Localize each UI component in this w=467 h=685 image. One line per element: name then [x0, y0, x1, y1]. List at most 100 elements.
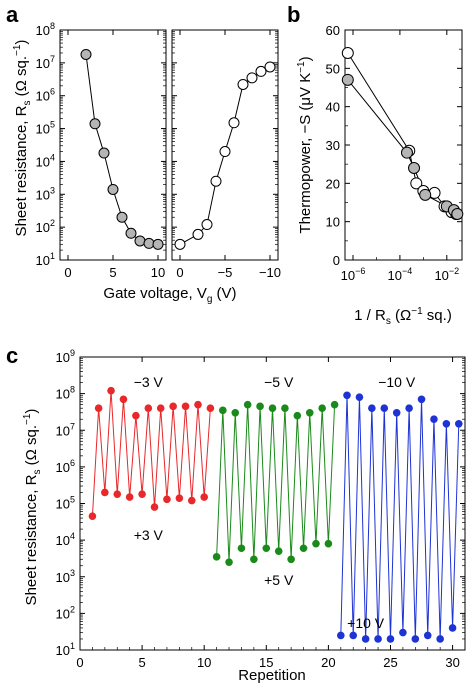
panel-a-data-point	[228, 117, 240, 129]
panel-c-data-point	[330, 400, 339, 409]
panel-a-y-axis-label: Sheet resistance, Rs (Ω sq.−1)	[12, 40, 33, 237]
panel-a-x-tick-label: −5	[218, 265, 233, 280]
panel-c-y-tick-label: 103	[56, 568, 75, 585]
panel-a-data-point	[125, 227, 137, 239]
panel-c-data-point	[187, 496, 196, 505]
panel-c-data-point	[243, 400, 252, 409]
panel-a-data-point	[219, 146, 231, 158]
panel-c-data-point	[175, 494, 184, 502]
panel-a-y-tick-label: 103	[36, 185, 55, 202]
panel-b-y-axis-label: Thermopower, −S (μV K−1)	[296, 56, 314, 233]
panel-a-data-point	[98, 147, 110, 159]
panel-c-data-point	[374, 635, 382, 643]
panel-a-data-point	[134, 235, 146, 247]
panel-c-x-tick-label: 15	[259, 655, 273, 670]
panel-a-series-line	[179, 66, 271, 245]
panel-a-y-ticks: 101 102 103 104 105 106 107 108	[36, 21, 55, 268]
panel-b-y-tick-label: 20	[326, 176, 340, 191]
panel-c-y-tick-label: 107	[56, 421, 75, 438]
panel-b-y-tick-label: 30	[326, 138, 340, 153]
panel-c-data-point	[442, 420, 451, 428]
panel-c-series-line	[340, 395, 460, 639]
panel-b-data-point	[419, 188, 432, 201]
panel-b-series-line	[347, 52, 457, 215]
panel-a-data-point	[255, 65, 267, 77]
panel-c: c Sheet resistance, Rs (Ω sq.−1) 101 102 1…	[6, 343, 466, 684]
panel-c-data-point	[274, 547, 283, 555]
panel-c-data-point	[219, 406, 227, 415]
panel-a: a Sheet resistance, Rs (Ω sq.−1) 1011021…	[6, 2, 281, 305]
panel-c-data-point	[430, 415, 438, 424]
panel-c-data-point	[436, 635, 444, 643]
panel-c-data-point	[349, 631, 358, 640]
panel-c-data-point	[392, 408, 401, 417]
panel-c-frame	[79, 356, 466, 651]
panel-a-data-point	[116, 211, 128, 223]
panel-c-data-point	[200, 493, 208, 501]
panel-c-y-tick-label: 108	[56, 385, 75, 402]
panel-c-y-tick-label: 104	[56, 531, 75, 548]
panel-c-data-point	[88, 512, 97, 521]
panel-c-x-tick-label: 30	[445, 655, 459, 670]
panel-b-x-tick-label: 10−4	[388, 266, 413, 283]
panel-c-x-tick-label: 10	[197, 655, 211, 670]
panel-c-x-tick-label: 25	[383, 655, 397, 670]
panel-c-data-point	[125, 493, 134, 501]
panel-a-data-point	[210, 175, 222, 187]
panel-a-y-tick-label: 107	[36, 54, 55, 71]
panel-a-x-tick-label: 0	[64, 265, 71, 280]
panel-a-y-tick-label: 101	[36, 251, 55, 268]
panel-c-data-point	[423, 631, 432, 640]
panel-a-subplot-right: 0 −5 −10	[171, 29, 281, 280]
panel-c-data-point	[113, 490, 122, 498]
panel-c-y-axis-label: Sheet resistance, Rs (Ω sq.−1)	[22, 409, 43, 606]
panel-c-data-point	[305, 408, 314, 417]
panel-c-data-point	[281, 404, 289, 412]
panel-c-annotation: −3 V	[134, 374, 164, 390]
panel-c-data-point	[262, 544, 271, 553]
panel-c-data-point	[206, 404, 215, 412]
panel-c-data-point	[417, 395, 426, 404]
panel-c-data-point	[337, 631, 345, 640]
panel-c-data-point	[101, 488, 109, 497]
panel-b-x-axis-label: 1 / Rs (Ω−1 sq.)	[354, 306, 452, 327]
panel-c-data-point	[318, 404, 326, 412]
panel-c-data-point	[163, 495, 171, 504]
panel-c-data-point	[399, 628, 407, 637]
panel-a-subplot-left: 0 5 10	[59, 29, 167, 280]
panel-c-y-tick-label: 102	[56, 604, 75, 621]
panel-a-x-tick-label: 5	[109, 265, 116, 280]
panel-b-x-tick-label: 10−2	[434, 266, 459, 283]
panel-c-data-point	[343, 391, 351, 400]
panel-c-annotation: +5 V	[264, 572, 294, 588]
panel-b-frame	[344, 29, 463, 261]
panel-c-data-point	[361, 635, 370, 643]
panel-c-x-tick-label: 5	[138, 655, 145, 670]
panel-c-data-point	[287, 555, 295, 564]
panel-c-data-point	[150, 503, 159, 511]
panel-c-data-point	[138, 490, 146, 498]
panel-b-y-tick-label: 40	[326, 100, 340, 115]
panel-c-data-point	[380, 404, 389, 412]
panel-c-data-point	[368, 404, 376, 412]
panel-a-x-tick-label: 10	[151, 265, 165, 280]
panel-c-annotation: −5 V	[264, 374, 294, 390]
panel-a-left-frame	[59, 29, 167, 261]
panel-a-x-tick-label: −10	[259, 265, 281, 280]
panel-a-x-tick-label: 0	[176, 265, 183, 280]
panel-a-data-point	[107, 183, 119, 195]
panel-c-data-point	[386, 635, 395, 643]
panel-c-data-point	[324, 539, 333, 548]
panel-c-data-point	[231, 408, 240, 417]
panel-a-data-point	[80, 48, 92, 60]
panel-b-series-line	[347, 79, 458, 215]
panel-a-x-axis-label: Gate voltage, Vg (V)	[103, 285, 236, 305]
panel-c-data-point	[156, 404, 165, 412]
panel-b-data-point	[451, 208, 464, 220]
panel-c-x-tick-label: 20	[321, 655, 335, 670]
panel-a-y-tick-label: 108	[36, 21, 55, 38]
panel-a-right-frame	[171, 29, 279, 261]
panel-c-data-point	[194, 400, 202, 409]
panel-c-data-point	[299, 544, 308, 553]
